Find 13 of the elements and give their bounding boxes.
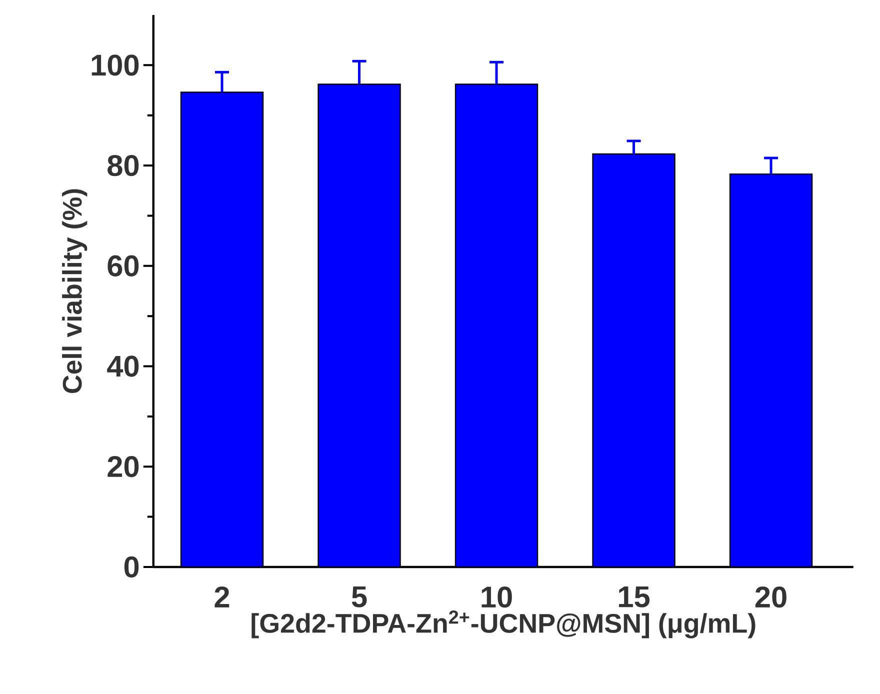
y-tick-label: 60 — [108, 255, 139, 276]
x-tick-label: 15 — [619, 586, 650, 608]
y-tick-label: 20 — [108, 456, 139, 478]
y-tick-label: 0 — [124, 556, 139, 578]
x-tick-label: 5 — [352, 586, 367, 608]
x-tick-label: 20 — [755, 586, 786, 608]
y-axis-title: Cell viability (%) — [62, 189, 88, 394]
x-tick-label: 10 — [482, 586, 512, 608]
y-tick-label: 80 — [108, 154, 139, 176]
y-tick-label: 100 — [92, 54, 139, 76]
y-tick-label: 40 — [107, 356, 139, 377]
x-tick-label: 2 — [214, 586, 230, 608]
x-axis-title: [G2d2-TDPA-Zn$^{2+}$-UCNP@MSN] (μg/mL) — [252, 610, 756, 638]
